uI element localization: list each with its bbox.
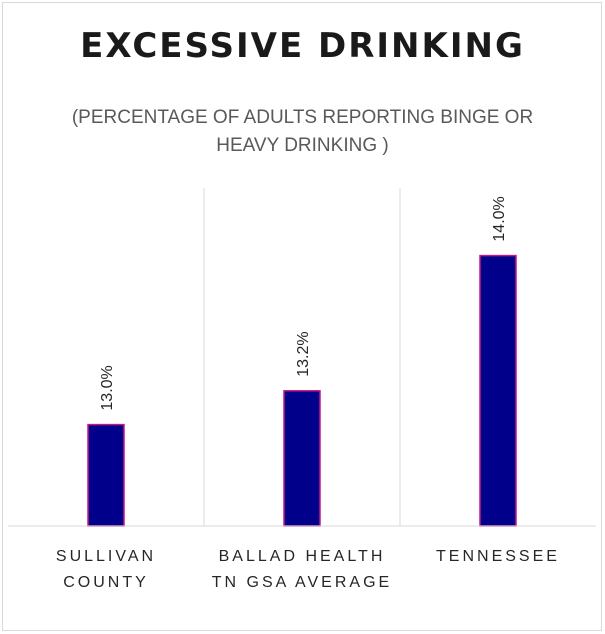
bar [283,390,321,527]
chart-subtitle: (PERCENTAGE OF ADULTS REPORTING BINGE OR… [71,107,534,156]
category-label-line: COUNTY [63,574,149,591]
category-label-line: TN GSA AVERAGE [211,574,393,591]
chart-title: EXCESSIVE DRINKING [80,26,525,66]
bar [479,254,517,527]
category-label: BALLAD HEALTH TN GSA AVERAGE [204,544,400,596]
bar [87,423,125,527]
category-label-line: BALLAD HEALTH [218,548,386,565]
category-label-line: SULLIVAN [55,548,157,565]
data-label: 13.2% [295,331,312,376]
data-label: 13.0% [99,365,116,410]
data-label: 14.0% [491,196,508,241]
category-label-line: TENNESSEE [436,548,560,565]
category-label: SULLIVAN COUNTY [8,544,204,596]
category-label: TENNESSEE [400,544,596,570]
